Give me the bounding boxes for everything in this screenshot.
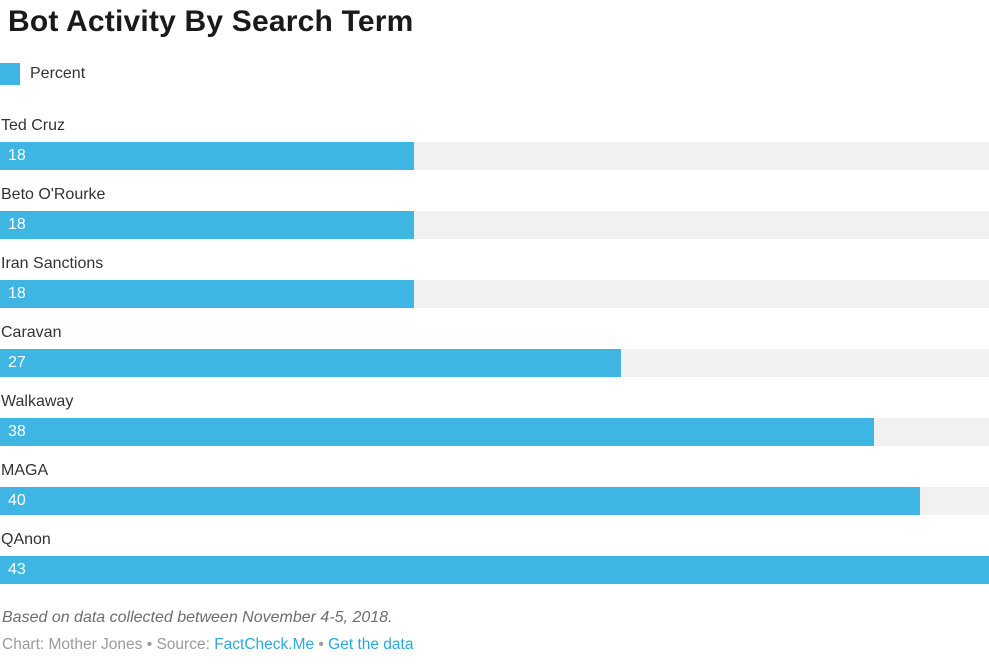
bar-value-label: 40 — [8, 492, 26, 509]
bar-track: 27 — [0, 349, 989, 377]
footer-credit-prefix: Chart: Mother Jones • Source: — [2, 636, 215, 653]
bar-row-label: Iran Sanctions — [1, 255, 104, 272]
bar-value-label: 18 — [8, 147, 26, 164]
source-link[interactable]: FactCheck.Me — [214, 636, 315, 653]
bar-track: 43 — [0, 556, 989, 584]
bar-track: 38 — [0, 418, 989, 446]
bar-fill: 18 — [0, 280, 414, 308]
bar-row-label: Beto O'Rourke — [1, 186, 106, 203]
bar-row: Walkaway 38 — [0, 392, 989, 446]
bar-row-label: QAnon — [1, 531, 51, 548]
bar-track: 18 — [0, 142, 989, 170]
bar-fill: 27 — [0, 349, 621, 377]
bar-row-label: Ted Cruz — [1, 117, 66, 134]
bar-fill: 40 — [0, 487, 920, 515]
bar-row: Iran Sanctions 18 — [0, 254, 989, 308]
bar-fill: 18 — [0, 211, 414, 239]
bar-value-label: 27 — [8, 354, 26, 371]
bar-fill: 43 — [0, 556, 989, 584]
footer-credit: Chart: Mother Jones • Source: FactCheck.… — [2, 635, 989, 655]
bar-fill: 18 — [0, 142, 414, 170]
bar-row-label: Caravan — [1, 324, 62, 341]
bar-value-label: 43 — [8, 561, 26, 578]
bar-row: MAGA 40 — [0, 461, 989, 515]
legend-label: Percent — [30, 65, 86, 82]
bar-row-label: Walkaway — [1, 393, 74, 410]
chart-container: Bot Activity By Search Term Percent Ted … — [0, 5, 989, 666]
bar-value-label: 18 — [8, 285, 26, 302]
bar-row: Beto O'Rourke 18 — [0, 185, 989, 239]
chart-title: Bot Activity By Search Term — [8, 5, 414, 38]
bar-value-label: 38 — [8, 423, 26, 440]
footer-credit-separator: • — [314, 636, 329, 653]
bar-track: 40 — [0, 487, 989, 515]
bar-row: QAnon 43 — [0, 530, 989, 584]
bar-fill: 38 — [0, 418, 874, 446]
footer: Based on data collected between November… — [0, 607, 989, 655]
bar-rows: Ted Cruz 18 Beto O'Rourke 18 Iran Sanctions 1… — [0, 116, 989, 584]
bar-row: Ted Cruz 18 — [0, 116, 989, 170]
get-the-data-link[interactable]: Get the data — [328, 636, 414, 653]
bar-track: 18 — [0, 211, 989, 239]
footer-note: Based on data collected between November… — [2, 609, 393, 626]
bar-value-label: 18 — [8, 216, 26, 233]
bar-row-label: MAGA — [1, 462, 49, 479]
legend-color-swatch-icon — [0, 63, 20, 85]
bar-row: Caravan 27 — [0, 323, 989, 377]
legend: Percent — [0, 63, 989, 85]
bar-track: 18 — [0, 280, 989, 308]
